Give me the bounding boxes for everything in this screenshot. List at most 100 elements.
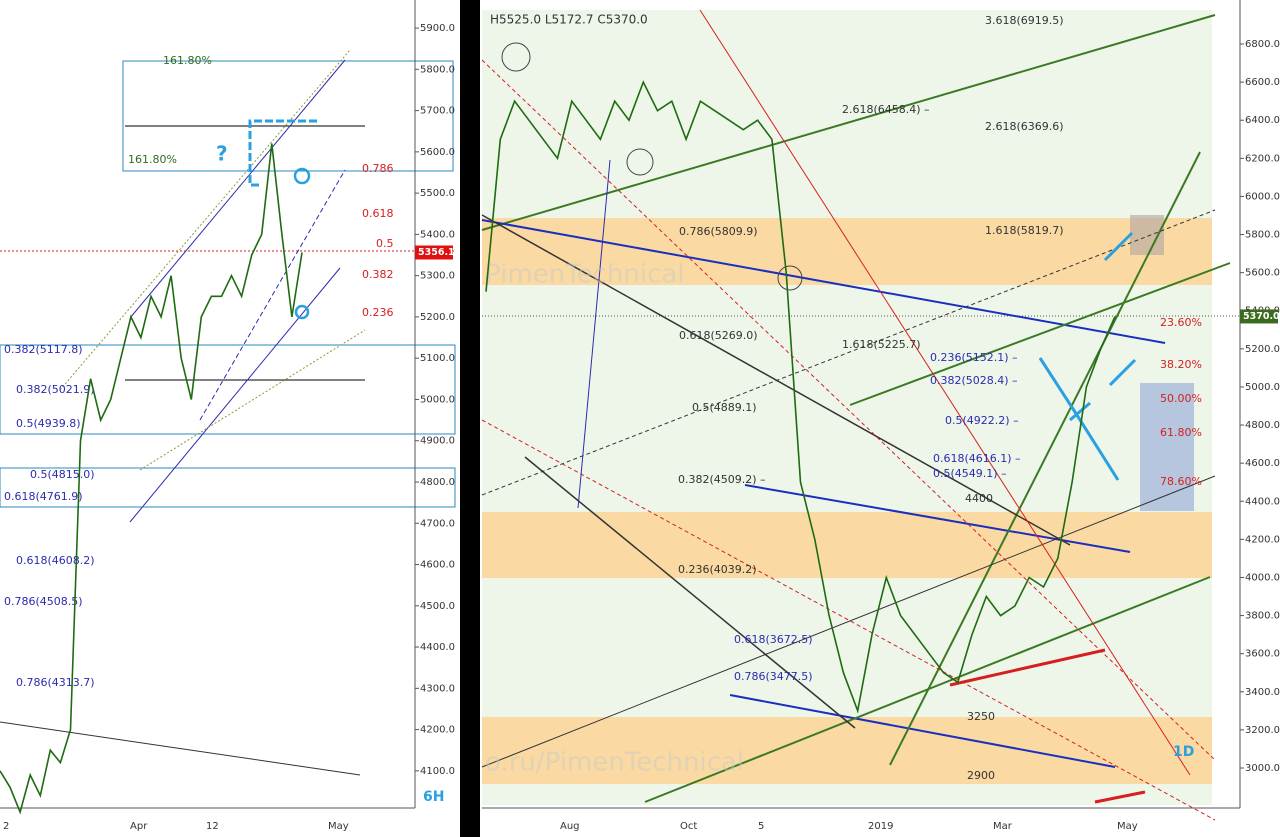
annotation: 0.5 xyxy=(376,237,394,250)
trend-line xyxy=(1094,790,1146,804)
annotation: 50.00% xyxy=(1160,392,1202,405)
y-tick-label: 3600.0 xyxy=(1245,649,1280,660)
annotation: 0.5(4939.8) xyxy=(16,417,81,430)
price-tag xyxy=(415,245,453,260)
price-line xyxy=(0,143,303,815)
y-tick-label: 4200.0 xyxy=(1245,534,1280,545)
y-tick-label: 5800.0 xyxy=(1245,230,1280,241)
trend-line xyxy=(481,219,1166,344)
y-tick-label: 3000.0 xyxy=(1245,763,1280,774)
zone-band xyxy=(482,512,1212,578)
marker-circle xyxy=(501,42,531,72)
left-panel xyxy=(0,0,460,837)
watermark: o.ru/PimenTechnical xyxy=(485,748,744,778)
trend-line xyxy=(949,648,1106,687)
annotation: 78.60% xyxy=(1160,475,1202,488)
channel-line xyxy=(139,329,366,471)
annotation: 3.618(6919.5) xyxy=(985,14,1064,27)
y-tick-label: 4100.0 xyxy=(420,766,455,777)
ohlc-header: H5525.0 L5172.7 C5370.0 xyxy=(490,13,648,27)
annotation: 23.60% xyxy=(1160,316,1202,329)
annotation: 0.618(4608.2) xyxy=(16,554,95,567)
annotation: 1.618(5819.7) xyxy=(985,224,1064,237)
trend-line xyxy=(481,475,1216,768)
marker-circle xyxy=(777,265,803,291)
trend-line xyxy=(729,694,1116,768)
annotation: ? xyxy=(216,142,228,166)
separator xyxy=(460,0,480,837)
zone-box xyxy=(122,60,454,172)
y-tick-label: 4500.0 xyxy=(420,601,455,612)
y-tick-label: 4600.0 xyxy=(1245,458,1280,469)
price-tag-label: 5370.0 xyxy=(1243,311,1280,322)
annotation: 0.618(3672.5) xyxy=(734,633,813,646)
annotation: 61.80% xyxy=(1160,426,1202,439)
trend-line xyxy=(0,721,361,776)
y-tick-label: 4000.0 xyxy=(1245,572,1280,583)
y-tick-label: 5600.0 xyxy=(420,147,455,158)
annotation: 0.786(4508.5) xyxy=(4,595,83,608)
annotation: 2900 xyxy=(967,769,995,782)
y-tick-label: 4700.0 xyxy=(420,518,455,529)
channel-line xyxy=(199,169,346,421)
x-tick-label: Apr xyxy=(130,821,148,832)
timeframe: 6H xyxy=(423,789,444,805)
y-tick-label: 4400.0 xyxy=(420,642,455,653)
annotation: 0.618 xyxy=(362,207,394,220)
y-tick-label: 4900.0 xyxy=(420,436,455,447)
annotation: 0.236(4039.2) xyxy=(678,563,757,576)
marker-circle xyxy=(294,304,310,320)
annotation: 4400 xyxy=(965,492,993,505)
zone-box xyxy=(1140,383,1194,511)
timeframe: 1D xyxy=(1173,744,1194,760)
annotation: 0.382 xyxy=(362,268,394,281)
y-tick-label: 5300.0 xyxy=(420,271,455,282)
channel-line xyxy=(889,151,1201,766)
x-tick-label: 2 xyxy=(3,821,9,832)
y-tick-label: 3200.0 xyxy=(1245,725,1280,736)
annotation: 3250 xyxy=(967,710,995,723)
x-tick-label: Oct xyxy=(680,821,697,832)
range-shade xyxy=(482,10,1212,805)
trend-line xyxy=(481,214,1071,546)
trend-line xyxy=(481,209,1216,496)
x-tick-label: Aug xyxy=(560,821,580,832)
trend-line xyxy=(744,484,1131,553)
arrow-line xyxy=(577,159,611,509)
x-tick-label: 5 xyxy=(758,821,764,832)
x-tick-label: May xyxy=(328,821,349,832)
annotation: 0.618(5269.0) xyxy=(679,329,758,342)
x-tick-label: May xyxy=(1117,821,1138,832)
annotation: 0.382(5117.8) xyxy=(4,343,83,356)
y-tick-label: 5100.0 xyxy=(420,353,455,364)
trend-line xyxy=(699,9,1191,776)
annotation: 0.618(4616.1) – xyxy=(933,452,1021,465)
y-tick-label: 5900.0 xyxy=(420,23,455,34)
annotation: 2.618(6458.4) – xyxy=(842,103,930,116)
x-tick-label: Mar xyxy=(993,821,1013,832)
annotation: 0.382(5021.9) xyxy=(16,383,95,396)
zone-box xyxy=(0,344,456,435)
y-tick-label: 6800.0 xyxy=(1245,39,1280,50)
marker-circle xyxy=(293,167,311,185)
channel-line xyxy=(849,262,1231,406)
annotation: 2.618(6369.6) xyxy=(985,120,1064,133)
annotation: 0.786(3477.5) xyxy=(734,670,813,683)
y-tick-label: 6400.0 xyxy=(1245,115,1280,126)
y-tick-label: 6600.0 xyxy=(1245,77,1280,88)
marker-circle xyxy=(626,148,654,176)
arrow xyxy=(1108,358,1137,387)
y-tick-label: 5200.0 xyxy=(420,312,455,323)
annotation: 0.5(4549.1) – xyxy=(933,467,1007,480)
annotation: 0.382(4509.2) – xyxy=(678,473,766,486)
y-tick-label: 4800.0 xyxy=(420,477,455,488)
y-tick-label: 5600.0 xyxy=(1245,268,1280,279)
trend-line xyxy=(524,456,856,729)
annotation: 0.786(4313.7) xyxy=(16,676,95,689)
y-tick-label: 4400.0 xyxy=(1245,496,1280,507)
trend-line xyxy=(481,59,1216,761)
annotation: 0.236 xyxy=(362,306,394,319)
annotation: 0.382(5028.4) – xyxy=(930,374,1018,387)
